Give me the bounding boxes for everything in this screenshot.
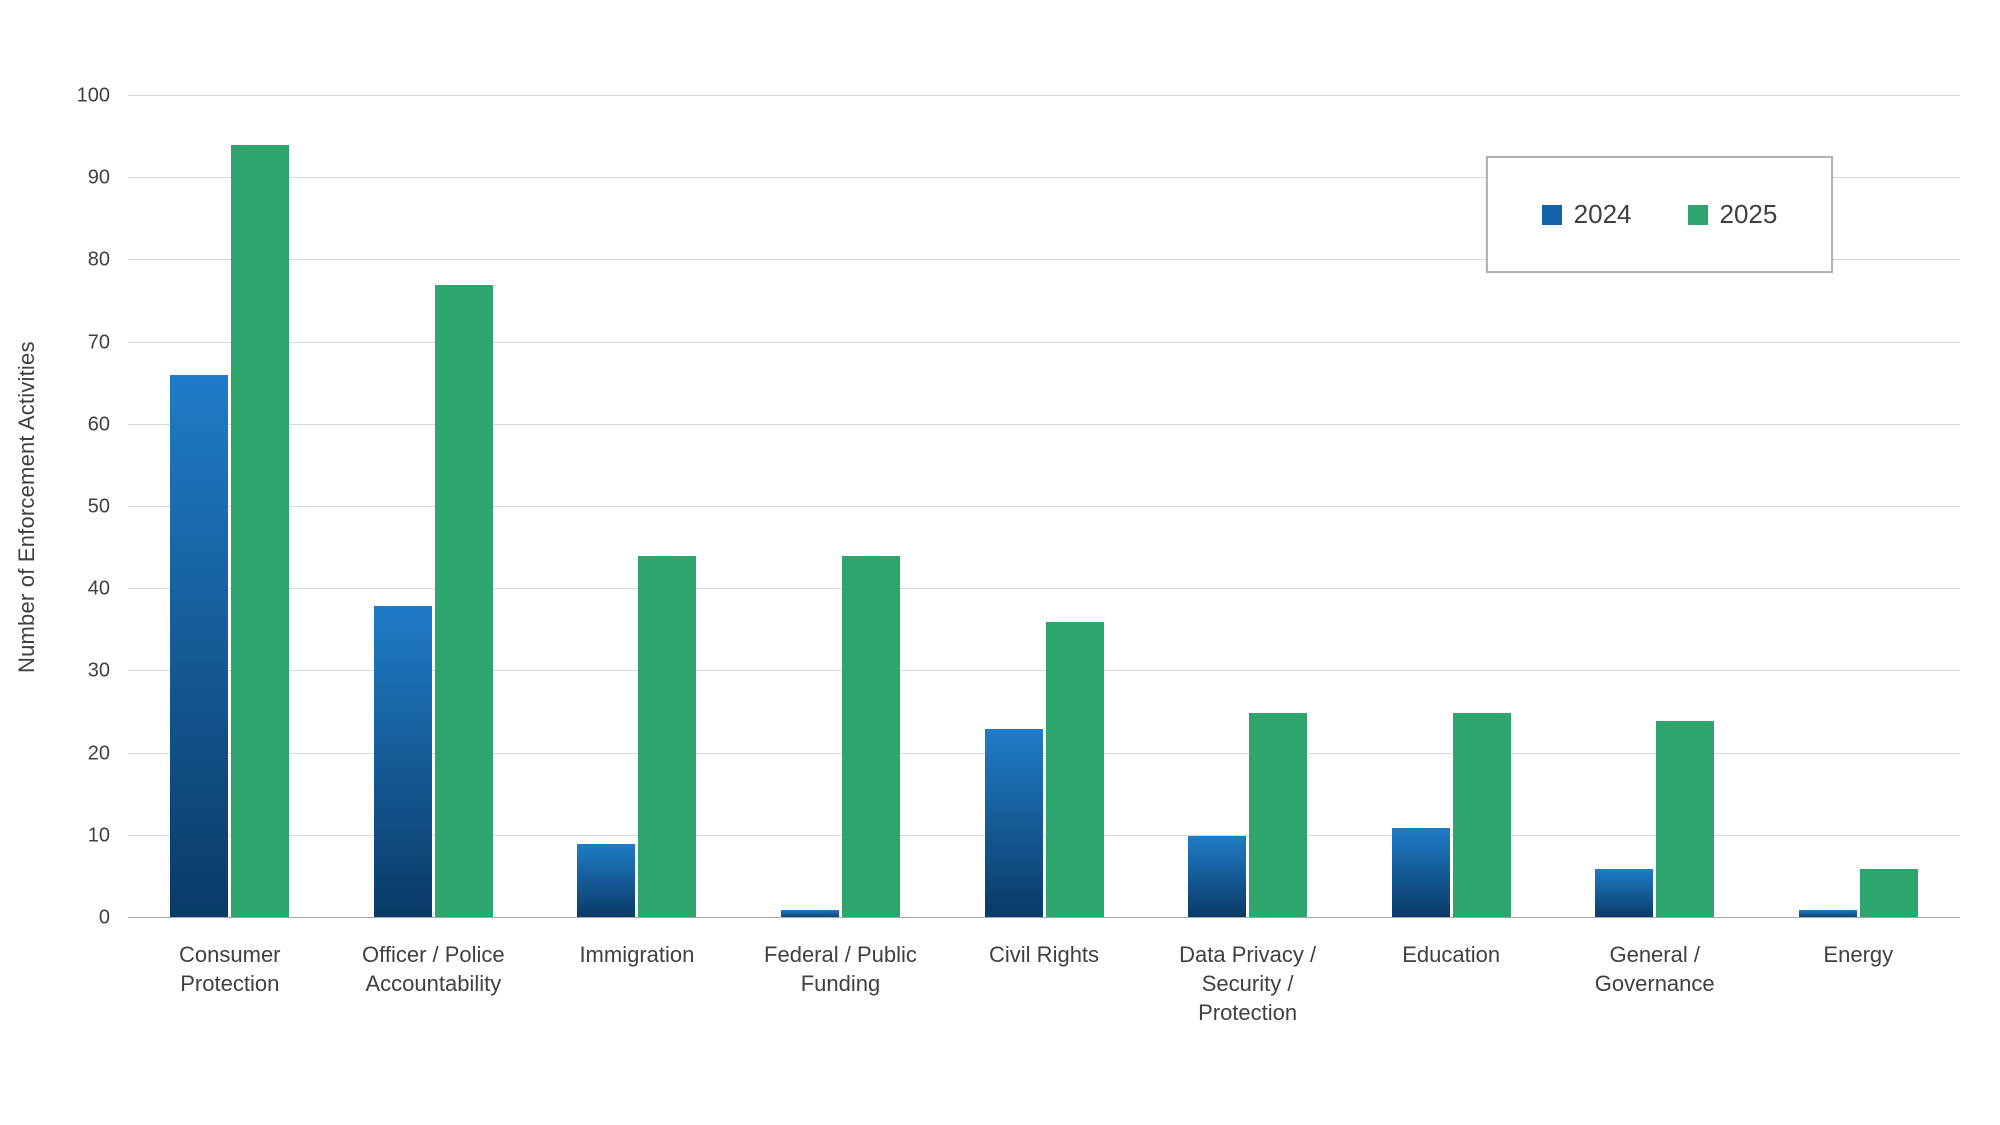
x-label-general-governance: General / Governance [1594,942,1715,997]
x-axis-labels: Consumer Protection Officer / Police Acco… [128,940,1960,1027]
bar-2024-consumer-protection [170,375,229,918]
y-tick-80: 80 [87,248,110,271]
bar-group-immigration [535,96,739,918]
bar-2025-data-privacy-security-protection [1249,712,1308,918]
y-tick-10: 10 [87,824,110,847]
y-axis-label: Number of Enforcement Activities [14,341,39,673]
bar-2024-federal-public-funding [780,909,839,918]
gridline-10 [128,834,1960,836]
gridline-30 [128,670,1960,672]
gridline-40 [128,588,1960,590]
y-tick-0: 0 [98,906,110,929]
y-tick-40: 40 [87,577,110,600]
bar-2025-officer-police-accountability [434,285,493,918]
y-tick-100: 100 [76,84,110,107]
legend-marker-2024-icon [1541,204,1562,225]
bar-group-education [1349,96,1553,918]
y-tick-50: 50 [87,495,110,518]
bar-group-federal-public-funding [739,96,943,918]
plot-area: 0 10 20 30 40 50 60 70 80 90 100 [77,85,1960,929]
y-tick-70: 70 [87,331,110,354]
y-tick-90: 90 [87,166,110,189]
y-tick-20: 20 [87,742,110,765]
bar-groups [128,96,1960,918]
x-label-education: Education [1402,942,1501,967]
gridline-80 [128,259,1960,261]
bar-2025-education [1452,712,1511,918]
x-label-immigration: Immigration [579,942,695,967]
bar-2024-education [1391,827,1450,918]
x-label-consumer-protection: Consumer Protection [179,942,281,997]
bar-group-officer-police-accountability [332,96,536,918]
bar-group-civil-rights [942,96,1146,918]
gridline-70 [128,341,1960,343]
bar-2024-general-governance [1595,868,1654,918]
y-tick-labels: 0 10 20 30 40 50 60 70 80 90 100 [77,85,1960,929]
legend: 2024 2025 [1486,156,1833,273]
x-label-data-privacy-security-protection: Data Privacy / Security / Protection [1179,942,1317,1026]
bar-2024-civil-rights [984,728,1043,918]
bar-2024-energy [1798,909,1857,918]
gridline-0 [128,917,1960,918]
legend-label-2024: 2024 [1573,199,1632,229]
y-tick-30: 30 [87,659,110,682]
x-label-civil-rights: Civil Rights [989,942,1100,967]
bar-2025-federal-public-funding [841,556,900,918]
gridline-100 [128,95,1960,96]
bar-group-energy [1757,96,1961,918]
legend-label-2025: 2025 [1719,199,1778,229]
x-label-federal-public-funding: Federal / Public Funding [764,942,917,997]
bar-2025-civil-rights [1045,622,1104,918]
legend-item-2024: 2024 [1541,199,1632,230]
bar-2025-consumer-protection [231,145,290,918]
bar-2024-data-privacy-security-protection [1188,835,1247,918]
gridline-90 [128,177,1960,179]
x-label-officer-police-accountability: Officer / Police Accountability [362,942,505,997]
bar-2025-energy [1859,868,1918,918]
gridlines [128,95,1960,918]
gridline-50 [128,506,1960,507]
bar-2025-immigration [638,556,697,918]
y-tick-60: 60 [87,413,110,436]
bar-group-consumer-protection [128,96,332,918]
gridline-60 [128,423,1960,425]
x-label-energy: Energy [1823,942,1894,967]
bar-group-general-governance [1553,96,1757,918]
bar-2024-officer-police-accountability [373,605,432,918]
legend-item-2025: 2025 [1687,199,1778,230]
bar-group-data-privacy-security-protection [1146,96,1350,918]
gridline-20 [128,752,1960,754]
bar-2025-general-governance [1656,720,1715,918]
legend-marker-2025-icon [1687,204,1708,225]
bar-2024-immigration [577,844,636,918]
